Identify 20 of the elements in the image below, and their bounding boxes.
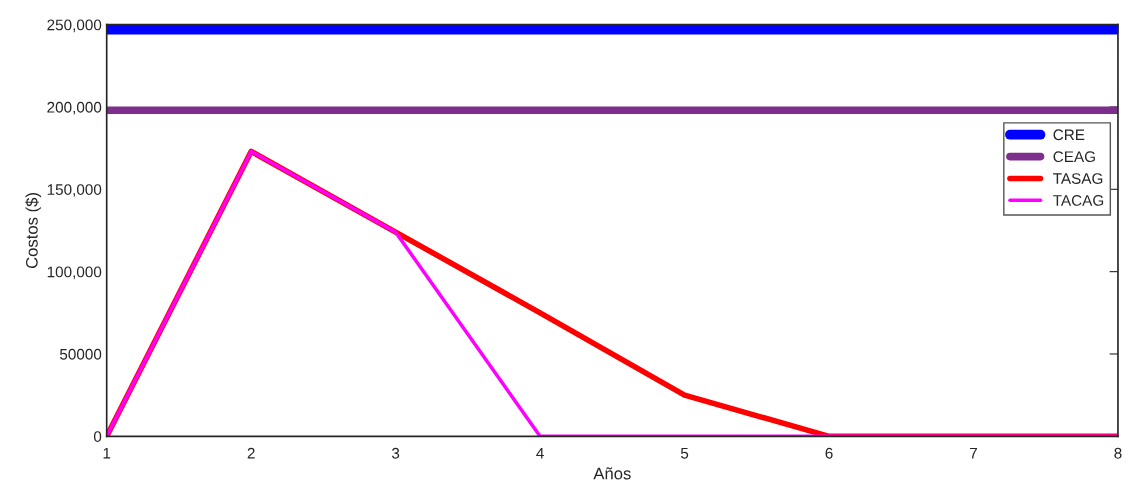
y-axis-title: Costos ($) — [25, 193, 42, 269]
legend-label: TASAG — [1053, 173, 1103, 184]
x-tick-label: 4 — [536, 447, 544, 459]
y-tick-label: 150,000 — [47, 184, 102, 197]
y-tick-label: 50000 — [59, 348, 102, 360]
x-tick-label: 3 — [391, 447, 400, 459]
y-tick-label: 250,000 — [47, 19, 102, 33]
legend-label: TACAG — [1053, 195, 1104, 206]
legend-label: CRE — [1053, 129, 1085, 141]
x-tick-label: 1 — [103, 447, 111, 459]
y-tick-label: 200,000 — [47, 101, 102, 115]
legend-label: CEAG — [1053, 151, 1095, 163]
x-tick-label: 2 — [247, 447, 255, 459]
x-tick-label: 5 — [680, 447, 689, 459]
y-tick-label: 100,000 — [47, 266, 102, 280]
x-tick-label: 7 — [970, 447, 977, 459]
y-tick-label: 0 — [93, 431, 102, 442]
x-tick-label: 6 — [825, 447, 833, 459]
x-axis-title: Años — [593, 467, 631, 480]
x-tick-label: 8 — [1114, 447, 1122, 459]
